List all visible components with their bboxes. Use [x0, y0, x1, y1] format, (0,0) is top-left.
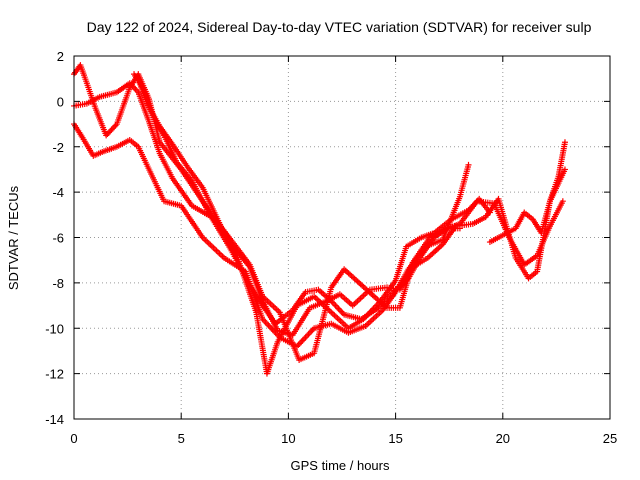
x-tick-label: 5: [178, 431, 185, 446]
y-tick-label: -12: [45, 367, 64, 382]
data-point-marker: [465, 161, 472, 168]
data-point-marker: [559, 198, 566, 205]
y-tick-label: -2: [52, 140, 64, 155]
chart-title: Day 122 of 2024, Sidereal Day-to-day VTE…: [87, 19, 592, 35]
y-tick-label: 2: [57, 49, 64, 64]
data-series: [71, 62, 568, 377]
y-tick-label: 0: [57, 94, 64, 109]
series-track-5: [135, 75, 568, 339]
y-tick-label: -14: [45, 412, 64, 427]
y-tick-label: -6: [52, 231, 64, 246]
x-tick-label: 10: [281, 431, 295, 446]
grid: [74, 56, 610, 419]
x-tick-label: 0: [70, 431, 77, 446]
y-tick-label: -8: [52, 276, 64, 291]
series-track-6: [486, 166, 568, 246]
x-axis-label: GPS time / hours: [291, 458, 390, 473]
data-point-marker: [561, 139, 568, 146]
x-tick-label: 15: [388, 431, 402, 446]
x-tick-label: 25: [603, 431, 617, 446]
data-point-marker: [561, 166, 568, 173]
x-tick-label: 20: [496, 431, 510, 446]
y-axis-label: SDTVAR / TECUs: [6, 185, 21, 290]
y-tick-label: -4: [52, 185, 64, 200]
y-tick-label: -10: [45, 321, 64, 336]
